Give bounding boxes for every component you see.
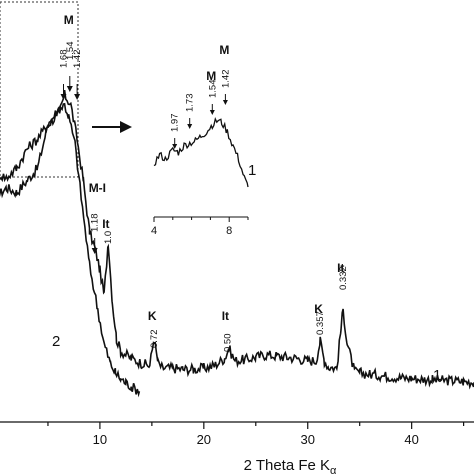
peak-arrow-head: [66, 86, 73, 92]
inset-peak-phase-label: M: [206, 69, 216, 83]
peak-d-label: 0.332: [338, 266, 349, 290]
peak-arrow-head: [91, 248, 98, 254]
x-tick-label: 20: [197, 432, 211, 447]
inset-peak-d-label: 1.97: [170, 114, 181, 133]
peak-phase-label: It: [337, 261, 344, 275]
peak-d-label: 0.50: [223, 334, 234, 353]
peak-d-label: 0.357: [315, 311, 326, 335]
peak-phase-label: M: [64, 13, 74, 27]
peak-phase-label: M-I: [89, 181, 106, 195]
series-line-1: [0, 89, 474, 390]
peak-phase-label: It: [102, 217, 109, 231]
x-tick-label: 40: [404, 432, 418, 447]
zoom-rect: [0, 1, 79, 178]
inset-peak-arrow-head: [187, 124, 193, 129]
peak-d-label: 1.42: [72, 50, 83, 69]
peak-d-label: 1.68: [59, 50, 70, 69]
x-tick-label: 30: [301, 432, 315, 447]
series-line-2: [0, 102, 141, 398]
x-axis-label: 2 Theta Fe Kα: [244, 457, 337, 474]
inset-series-label: 1: [248, 162, 256, 179]
inset-peak-arrow-head: [172, 144, 178, 149]
peak-d-label: 1.54: [65, 42, 76, 61]
zoom-region-box: [0, 1, 132, 178]
inset-x-tick-label: 4: [151, 225, 157, 237]
x-axis-label-subscript: α: [330, 465, 337, 474]
zoom-arrow-head: [120, 121, 132, 133]
peak-phase-label: K: [148, 309, 157, 323]
inset-x-tick-label: 8: [226, 225, 232, 237]
inset-series-line: [153, 117, 249, 188]
main-plot: 12: [0, 89, 474, 398]
peak-d-label: 1.18: [90, 214, 101, 233]
inset-peak-d-label: 1.42: [220, 70, 231, 89]
x-axis: 10 20 30 40: [0, 421, 474, 447]
series-label-1: 1: [433, 367, 441, 384]
inset-peak-arrow-head: [222, 100, 228, 105]
peak-arrow-head: [74, 94, 81, 100]
peak-d-label: 1.0: [103, 231, 114, 244]
inset-peak-d-label: 1.54: [207, 80, 218, 99]
peak-phase-label: It: [222, 309, 229, 323]
peak-arrow-head: [60, 94, 67, 100]
inset-peak-phase-label: M: [219, 43, 229, 57]
inset-peak-d-label: 1.73: [185, 94, 196, 113]
series-label-2: 2: [52, 333, 60, 350]
inset-peak-arrow-head: [209, 110, 215, 115]
x-tick-label: 10: [93, 432, 107, 447]
peak-phase-label: K: [314, 302, 323, 316]
peak-d-label: 0.72: [149, 330, 160, 349]
